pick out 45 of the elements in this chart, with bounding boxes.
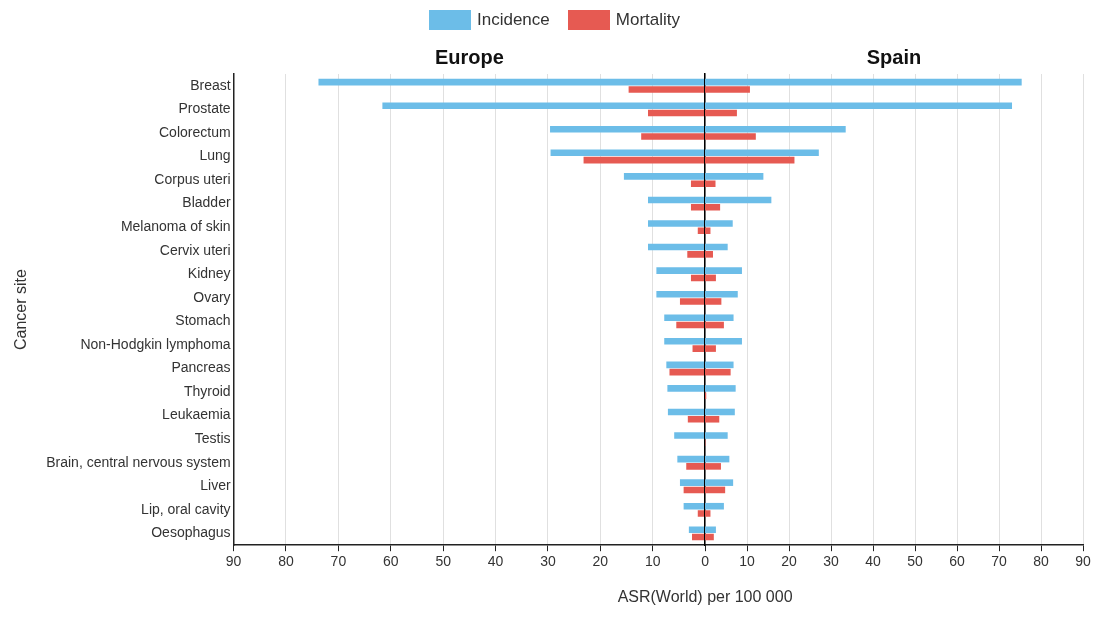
y-tick-label: Melanoma of skin — [120, 218, 231, 234]
x-tick-label: 30 — [823, 553, 840, 570]
chart-title: Spain — [866, 45, 922, 68]
y-tick-label: Non-Hodgkin lymphoma — [80, 335, 231, 352]
y-tick-label: Kidney — [187, 265, 231, 282]
x-tick-label: 40 — [487, 553, 504, 570]
chart-title: Europe — [434, 45, 504, 68]
x-tick-label: 70 — [991, 553, 1008, 570]
y-tick-label: Cervix uteri — [159, 241, 231, 258]
y-tick-label: Pancreas — [171, 359, 231, 376]
y-tick-label: Lung — [199, 147, 231, 164]
y-tick-label: Breast — [190, 76, 231, 93]
x-tick-label: 50 — [435, 553, 452, 570]
x-tick-label: 90 — [1075, 553, 1092, 570]
y-tick-label: Thyroid — [183, 382, 231, 399]
x-axis-title: ASR(World) per 100 000 — [617, 588, 793, 606]
x-tick-label: 70 — [330, 553, 347, 570]
x-tick-label: 90 — [225, 553, 242, 570]
x-tick-label: 80 — [278, 553, 294, 570]
y-tick-label: Testis — [194, 430, 231, 447]
x-tick-label: 30 — [540, 553, 556, 570]
y-tick-label: Leukaemia — [162, 406, 231, 423]
x-tick-label: 20 — [592, 553, 609, 570]
y-tick-label: Ovary — [193, 288, 231, 305]
x-tick-label: 10 — [644, 553, 661, 570]
y-tick-label: Stomach — [175, 312, 231, 329]
y-tick-label: Bladder — [182, 194, 231, 211]
y-tick-label: Lip, oral cavity — [141, 500, 231, 517]
x-tick-label: 10 — [739, 553, 756, 570]
y-tick-label: Colorectum — [159, 123, 231, 140]
y-tick-label: Liver — [200, 477, 231, 494]
y-tick-label: Oesophagus — [151, 524, 231, 541]
y-axis-title: Cancer site — [12, 269, 30, 351]
legend-label: Mortality — [615, 10, 680, 30]
y-tick-label: Corpus uteri — [154, 170, 231, 187]
x-tick-label: 20 — [781, 553, 798, 570]
x-tick-label: 60 — [382, 553, 399, 570]
x-tick-label: 80 — [1033, 553, 1050, 570]
x-tick-label: 60 — [949, 553, 966, 570]
x-tick-label: 40 — [865, 553, 882, 570]
x-tick-label: 0 — [701, 553, 710, 570]
x-tick-label: 50 — [907, 553, 924, 570]
legend-label: Incidence — [476, 10, 550, 30]
y-tick-label: Brain, central nervous system — [46, 453, 231, 470]
y-tick-label: Prostate — [178, 100, 231, 117]
